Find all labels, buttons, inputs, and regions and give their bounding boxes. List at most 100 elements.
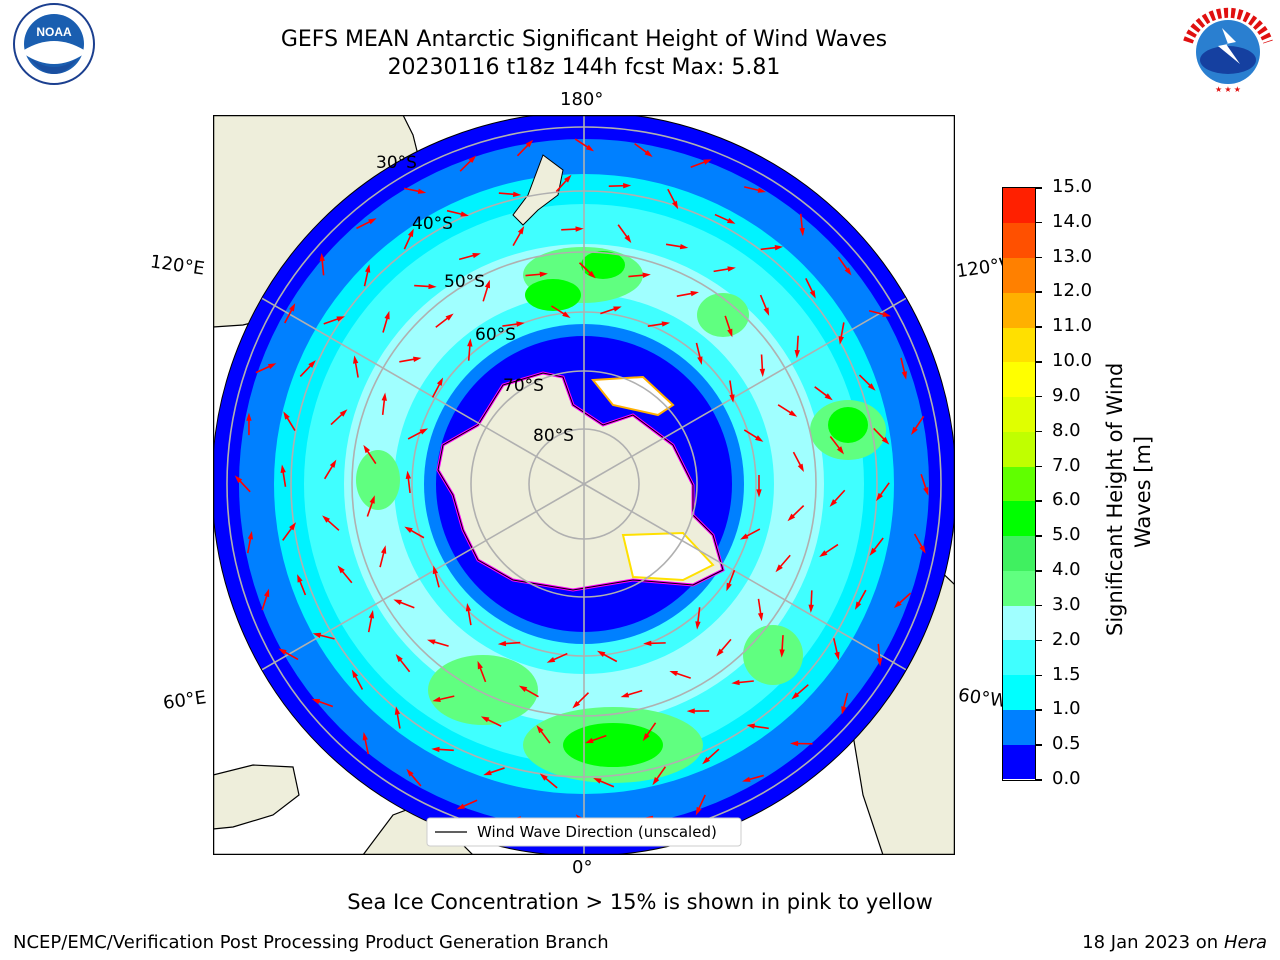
wave-arrow-head — [774, 245, 784, 251]
wave-arrow-head — [436, 377, 444, 386]
wave-arrow-head — [679, 243, 689, 250]
map-title: GEFS MEAN Antarctic Significant Height o… — [280, 27, 888, 52]
lat-label-80s: 80°S — [533, 426, 574, 446]
colorbar-tick-mark — [1036, 187, 1042, 189]
wave-arrow-head — [585, 144, 595, 152]
wave-arrow-head — [919, 545, 926, 554]
colorbar-label-line1: Significant Height of Wind — [1103, 362, 1127, 636]
colorbar-segment — [1003, 327, 1035, 363]
credit-line: NCEP/EMC/Verification Post Processing Pr… — [13, 932, 609, 953]
wave-arrow-head — [546, 656, 556, 663]
wave-arrow-head — [643, 640, 652, 647]
wave-arrow-head — [267, 363, 277, 370]
wave-arrow-head — [484, 279, 490, 289]
wave-arrow-head — [278, 648, 287, 655]
colorbar-tick-label: 12.0 — [1052, 280, 1093, 302]
wave-arrow-head — [394, 706, 401, 715]
date-line: 18 Jan 2023 on Hera — [1082, 932, 1267, 953]
wave-arrow-head — [731, 679, 740, 686]
map-svg: 30°S 40°S 50°S 60°S 70°S 80°S Wind Wave … — [212, 114, 956, 856]
colorbar-tick-mark — [1036, 535, 1042, 537]
wave-arrow-head — [763, 307, 770, 316]
colorbar-tick-mark — [1036, 744, 1042, 746]
wave-arrow-head — [322, 515, 330, 523]
colorbar-tick-mark — [1036, 361, 1042, 363]
wave-arrow-head — [297, 574, 303, 583]
lat-label-60s: 60°S — [475, 325, 516, 345]
wave-arrow-head — [395, 654, 403, 663]
wave-arrow-head — [564, 174, 572, 183]
colorbar-segment — [1003, 570, 1035, 606]
wave-arrow-head — [690, 290, 699, 297]
wave-arrow-head — [467, 338, 473, 347]
wave-arrow-head — [881, 436, 890, 445]
lat-label-40s: 40°S — [412, 214, 453, 234]
colorbar-segment — [1003, 674, 1035, 710]
wave-arrow-head — [575, 226, 584, 232]
colorbar-tick-label: 6.0 — [1052, 489, 1081, 511]
colorbar-segment — [1003, 361, 1035, 398]
wave-arrow-head — [775, 564, 783, 573]
wave-arrow-head — [480, 716, 490, 723]
wave-arrow-head — [587, 270, 596, 279]
wave-arrow-head — [431, 746, 440, 753]
colorbar-segment — [1003, 257, 1035, 293]
wave-arrow-head — [779, 649, 785, 658]
colorbar-segment — [1003, 292, 1035, 328]
wave-arrow-head — [263, 588, 270, 598]
wave-arrow-head — [727, 328, 733, 338]
wave-arrow-head — [393, 599, 402, 606]
svg-text:★ ★ ★: ★ ★ ★ — [1215, 85, 1241, 94]
colorbar-tick-label: 2.0 — [1052, 628, 1081, 650]
wave-arrow-head — [339, 409, 348, 417]
colorbar-tick-mark — [1036, 604, 1042, 607]
wave-arrow-head — [702, 756, 711, 765]
wave-arrow-head — [516, 321, 525, 327]
colorbar-tick-label: 13.0 — [1052, 245, 1093, 267]
lat-label-70s: 70°S — [503, 376, 544, 396]
colorbar-segment — [1003, 744, 1035, 780]
wave-arrow-head — [525, 139, 534, 148]
wave-arrow-head — [368, 218, 377, 225]
colorbar-tick-mark — [1036, 256, 1042, 259]
antarctic-map: 30°S 40°S 50°S 60°S 70°S 80°S Wind Wave … — [212, 114, 956, 856]
colorbar-tick-label: 8.0 — [1052, 419, 1081, 441]
colorbar — [1002, 187, 1036, 781]
wave-arrow-head — [729, 394, 735, 403]
wave-arrow-head — [789, 740, 799, 747]
wave-arrow-head — [407, 228, 414, 238]
wave-arrow-head — [246, 412, 252, 421]
colorbar-tick-mark — [1036, 326, 1042, 328]
wave-arrow-head — [329, 459, 337, 468]
colorbar-segment — [1003, 639, 1035, 676]
wave-arrow-head — [518, 685, 528, 692]
wave-arrow-head — [844, 267, 852, 276]
wave-arrow-head — [597, 650, 606, 658]
wave-arrow-head — [652, 777, 660, 786]
wave-arrow-head — [644, 150, 653, 157]
wave-arrow-head — [834, 651, 840, 661]
wave-arrow-head — [351, 669, 359, 679]
colorbar-tick-mark — [1036, 674, 1042, 677]
wave-arrow-head — [642, 733, 650, 742]
lon-label-bottom: 0° — [572, 857, 593, 878]
wave-arrow-head — [755, 435, 764, 442]
wave-arrow-head — [368, 610, 375, 619]
wave-arrow-head — [472, 252, 481, 259]
noaa-logo-text: NOAA — [36, 25, 72, 39]
wave-arrow-head — [876, 658, 883, 667]
wave-arrow-head — [308, 360, 316, 368]
colorbar-tick-label: 11.0 — [1052, 315, 1093, 337]
wave-arrow-head — [882, 311, 891, 317]
colorbar-tick-label: 10.0 — [1052, 350, 1093, 372]
wave-arrow-head — [797, 463, 804, 473]
wave-direction-arrows — [234, 138, 929, 831]
wave-arrow-head — [869, 547, 877, 556]
colorbar-tick-label: 3.0 — [1052, 593, 1081, 615]
wave-arrow-head — [465, 602, 472, 612]
wave-arrow-head — [289, 303, 296, 312]
colorbar-tick-mark — [1036, 779, 1042, 781]
colorbar-tick-mark — [1036, 221, 1042, 224]
wave-arrow-head — [686, 708, 695, 714]
colorbar-tick-label: 0.0 — [1052, 768, 1081, 789]
